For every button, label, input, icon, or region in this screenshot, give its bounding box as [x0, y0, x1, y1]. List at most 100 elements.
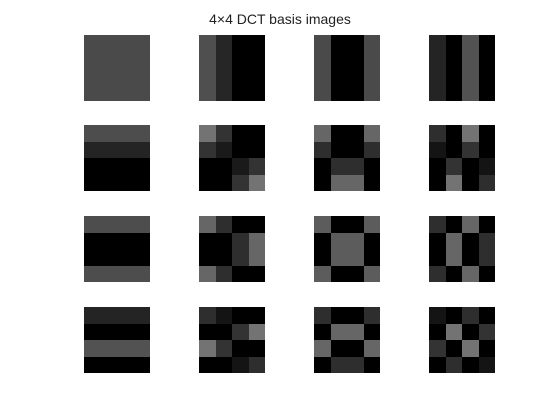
basis-cell: [84, 174, 101, 191]
basis-image-0-0: [84, 35, 150, 101]
basis-cell: [445, 35, 462, 52]
basis-cell: [347, 84, 364, 101]
basis-cell: [133, 158, 150, 175]
basis-cell: [429, 174, 446, 191]
basis-cell: [429, 265, 446, 282]
basis-cell: [462, 158, 479, 175]
basis-cell: [248, 68, 265, 85]
basis-cell: [363, 51, 380, 68]
basis-cell: [100, 141, 117, 158]
basis-cell: [347, 356, 364, 373]
basis-cell: [330, 356, 347, 373]
basis-cell: [445, 307, 462, 324]
basis-cell: [215, 68, 232, 85]
basis-cell: [133, 125, 150, 142]
basis-cell: [363, 35, 380, 52]
basis-cell: [248, 125, 265, 142]
basis-cell: [84, 84, 101, 101]
basis-cell: [232, 232, 249, 249]
basis-cell: [363, 125, 380, 142]
basis-cell: [478, 84, 495, 101]
basis-cell: [445, 356, 462, 373]
basis-cell: [314, 158, 331, 175]
basis-cell: [84, 340, 101, 357]
basis-cell: [462, 216, 479, 233]
basis-cell: [84, 265, 101, 282]
basis-cell: [462, 232, 479, 249]
basis-cell: [248, 35, 265, 52]
basis-cell: [215, 249, 232, 266]
basis-cell: [199, 323, 216, 340]
basis-cell: [199, 340, 216, 357]
basis-cell: [199, 158, 216, 175]
basis-image-0-3: [429, 35, 495, 101]
basis-cell: [215, 141, 232, 158]
basis-cell: [232, 249, 249, 266]
basis-cell: [462, 356, 479, 373]
basis-cell: [330, 158, 347, 175]
basis-cell: [84, 249, 101, 266]
basis-cell: [478, 323, 495, 340]
basis-cell: [347, 68, 364, 85]
basis-cell: [478, 216, 495, 233]
basis-cell: [100, 158, 117, 175]
basis-cell: [84, 216, 101, 233]
basis-cell: [248, 158, 265, 175]
basis-cell: [199, 51, 216, 68]
basis-cell: [117, 68, 134, 85]
basis-cell: [133, 68, 150, 85]
basis-cell: [117, 158, 134, 175]
basis-cell: [117, 84, 134, 101]
basis-cell: [232, 68, 249, 85]
basis-cell: [232, 158, 249, 175]
basis-cell: [478, 174, 495, 191]
basis-cell: [445, 340, 462, 357]
basis-cell: [248, 141, 265, 158]
basis-cell: [248, 84, 265, 101]
basis-cell: [462, 249, 479, 266]
basis-cell: [133, 356, 150, 373]
basis-cell: [462, 125, 479, 142]
basis-cell: [248, 307, 265, 324]
basis-cell: [330, 232, 347, 249]
basis-cell: [215, 307, 232, 324]
basis-cell: [133, 141, 150, 158]
basis-cell: [215, 51, 232, 68]
basis-cell: [462, 307, 479, 324]
basis-image-1-1: [199, 125, 265, 191]
basis-cell: [330, 216, 347, 233]
basis-cell: [363, 68, 380, 85]
basis-cell: [199, 232, 216, 249]
basis-cell: [330, 51, 347, 68]
basis-cell: [445, 51, 462, 68]
basis-cell: [133, 232, 150, 249]
basis-cell: [462, 340, 479, 357]
basis-cell: [445, 323, 462, 340]
basis-cell: [478, 125, 495, 142]
basis-cell: [215, 340, 232, 357]
basis-cell: [232, 323, 249, 340]
basis-cell: [314, 323, 331, 340]
basis-cell: [429, 141, 446, 158]
basis-cell: [84, 51, 101, 68]
basis-cell: [199, 307, 216, 324]
basis-cell: [347, 340, 364, 357]
basis-cell: [84, 323, 101, 340]
basis-cell: [100, 68, 117, 85]
basis-image-2-2: [314, 216, 380, 282]
basis-cell: [429, 125, 446, 142]
basis-cell: [199, 125, 216, 142]
basis-cell: [215, 35, 232, 52]
basis-cell: [330, 249, 347, 266]
basis-cell: [133, 51, 150, 68]
basis-cell: [330, 35, 347, 52]
basis-cell: [429, 323, 446, 340]
basis-cell: [314, 84, 331, 101]
basis-cell: [347, 125, 364, 142]
basis-cell: [133, 323, 150, 340]
basis-cell: [478, 265, 495, 282]
basis-cell: [314, 356, 331, 373]
basis-cell: [363, 307, 380, 324]
basis-cell: [215, 356, 232, 373]
basis-cell: [117, 174, 134, 191]
